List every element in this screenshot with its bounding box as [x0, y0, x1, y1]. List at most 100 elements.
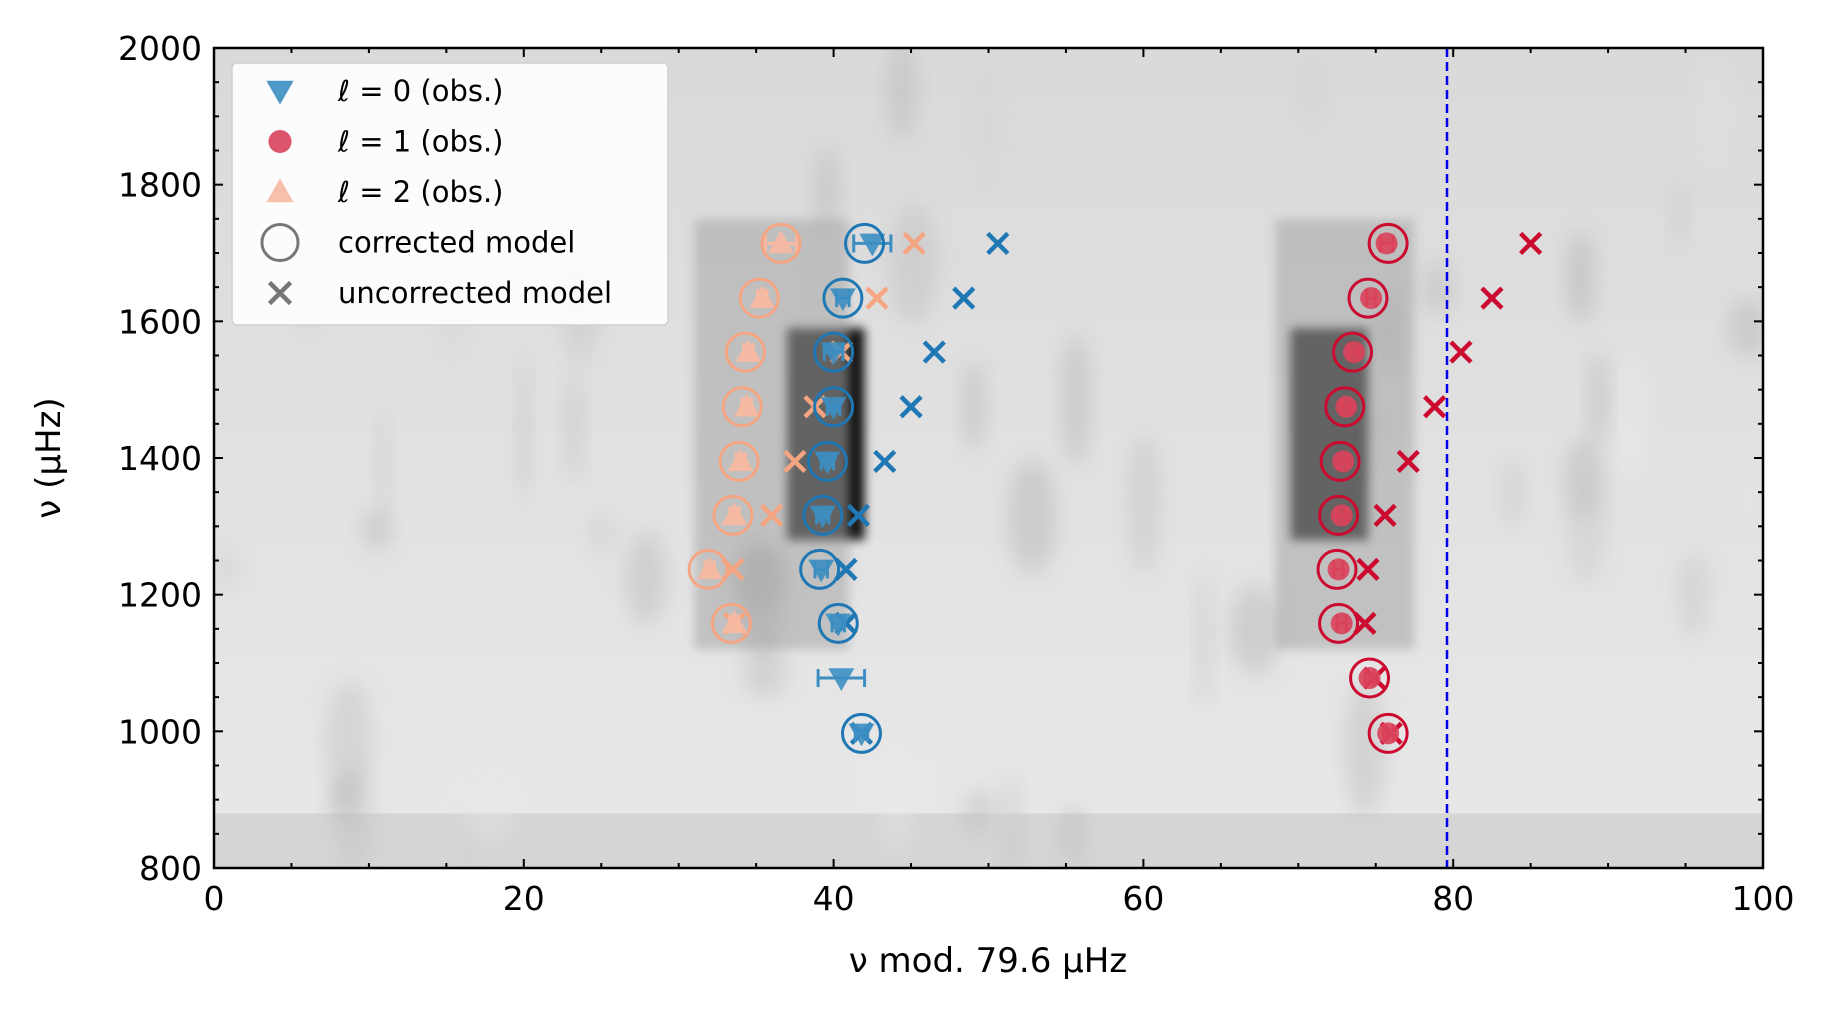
observed-mode-point — [829, 288, 856, 312]
background-blob — [1567, 231, 1595, 323]
observed-mode-point — [1360, 287, 1383, 310]
x-tick-label: 40 — [813, 879, 855, 918]
background-blob — [376, 410, 390, 534]
background-band — [214, 594, 1763, 650]
background-blob — [963, 789, 995, 837]
observed-mode-point — [820, 397, 847, 420]
observed-mode-point — [721, 502, 748, 526]
legend: ℓ = 0 (obs.) ℓ = 1 (obs.) ℓ = 2 (obs.) corr… — [231, 62, 669, 326]
background-blob — [1693, 58, 1735, 169]
background-blob — [1589, 353, 1609, 447]
x-tick-label: 80 — [1432, 879, 1474, 918]
background-blob — [545, 311, 596, 394]
legend-label: uncorrected model — [338, 276, 612, 310]
uncorrected-model-point — [1519, 231, 1543, 256]
uncorrected-model-point — [922, 340, 946, 364]
background-band — [214, 649, 1763, 704]
observed-mode-point — [749, 285, 776, 308]
uncorrected-model-point — [783, 449, 807, 474]
power-ridge — [1275, 218, 1415, 650]
uncorrected-model-point — [902, 231, 926, 256]
x-tick-label: 0 — [204, 879, 225, 918]
corrected-model-point — [1367, 712, 1409, 754]
background-band — [214, 704, 1763, 759]
power-spectrum-background — [214, 48, 1763, 868]
background-blob — [1730, 443, 1763, 536]
legend-box — [231, 62, 669, 326]
background-band — [214, 485, 1763, 540]
observed-mode-point — [1358, 667, 1381, 690]
uncorrected-model-point — [865, 286, 889, 310]
uncorrected-model-point — [1423, 395, 1447, 419]
observed-mode-point — [1332, 450, 1355, 473]
background-blob — [962, 361, 985, 451]
corrected-model-point — [1324, 386, 1366, 428]
legend-entry: uncorrected model — [267, 276, 612, 310]
observed-mode-point — [733, 393, 760, 417]
legend-entry: ℓ = 0 (obs.) — [266, 74, 504, 108]
observed-mode-point — [727, 448, 754, 472]
legend-entry: corrected model — [260, 222, 575, 263]
observed-mode-point — [767, 230, 794, 254]
background-blob — [1062, 335, 1090, 467]
background-blob — [589, 511, 615, 555]
observed-mode-point — [820, 342, 847, 366]
uncorrected-model-point — [834, 557, 858, 581]
corrected-model-point — [718, 440, 760, 482]
corrected-model-point — [712, 494, 754, 536]
background-blob — [888, 204, 938, 324]
x-tick-label: 20 — [503, 879, 545, 918]
background-blob — [813, 147, 840, 234]
legend-entry: ℓ = 1 (obs.) — [268, 125, 504, 159]
corrected-model-point — [760, 222, 802, 264]
corrected-model-point — [1318, 602, 1360, 644]
background-blob — [971, 56, 1002, 203]
corrected-model-point — [721, 386, 763, 428]
corrected-model-point — [799, 548, 841, 590]
y-tick-label: 1200 — [118, 576, 202, 615]
background-blob — [1299, 48, 1325, 124]
uncorrected-model-point — [1396, 449, 1420, 474]
legend-label: ℓ = 1 (obs.) — [337, 125, 504, 159]
corrected-model-point — [844, 222, 886, 264]
x-tick-label: 60 — [1122, 879, 1164, 918]
uncorrected-model-point — [846, 503, 870, 527]
background-blob — [1229, 585, 1281, 675]
legend-marker — [268, 129, 292, 154]
y-tick-label: 1600 — [118, 302, 202, 341]
background-blob — [362, 508, 391, 553]
corrected-model-point — [724, 331, 766, 373]
corrected-model-point — [1318, 494, 1360, 536]
observed-mode-point — [825, 613, 852, 637]
corrected-model-point — [813, 331, 855, 373]
observed-mode-point — [848, 723, 875, 747]
background-band — [214, 321, 1763, 376]
background-blob — [1671, 181, 1688, 245]
legend-entry: ℓ = 2 (obs.) — [266, 175, 504, 209]
background-blob — [1631, 469, 1661, 520]
corrected-model-point — [1332, 331, 1374, 373]
background-band — [214, 376, 1763, 431]
observed-mode-point — [1330, 612, 1353, 635]
observed-mode-point — [828, 668, 855, 692]
uncorrected-model-point — [899, 395, 923, 419]
y-tick-label: 800 — [139, 849, 202, 888]
legend-marker — [266, 178, 294, 203]
observed-mode-point — [809, 505, 836, 529]
corrected-model-point — [738, 277, 780, 319]
observed-mode-point — [1335, 395, 1358, 418]
background-blob — [517, 359, 531, 506]
y-tick-label: 1000 — [118, 712, 202, 751]
corrected-model-point — [1316, 548, 1358, 590]
corrected-model-point — [822, 277, 864, 319]
corrected-model-point — [806, 440, 848, 482]
legend-label: ℓ = 2 (obs.) — [337, 175, 504, 209]
background-blob — [324, 679, 374, 803]
background-blob — [887, 48, 917, 141]
uncorrected-model-point — [873, 449, 897, 474]
observed-mode-point — [814, 451, 841, 475]
legend-marker — [266, 80, 294, 105]
observed-mode-point — [1343, 341, 1366, 364]
uncorrected-model-point — [986, 231, 1010, 256]
